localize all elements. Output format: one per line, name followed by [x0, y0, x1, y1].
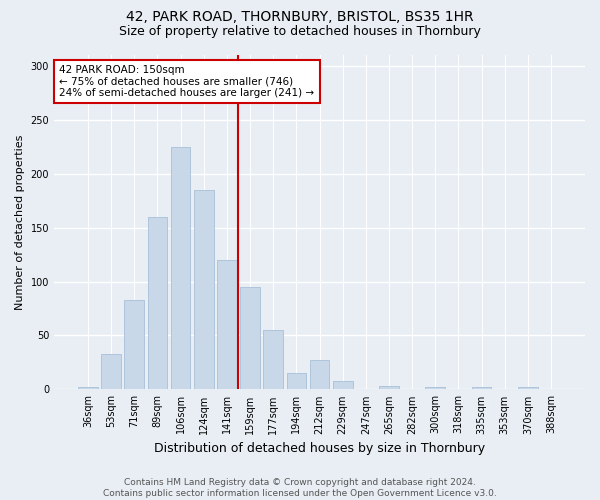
Bar: [124, 300, 144, 390]
Bar: [518, 388, 538, 390]
Text: 42 PARK ROAD: 150sqm
← 75% of detached houses are smaller (746)
24% of semi-deta: 42 PARK ROAD: 150sqm ← 75% of detached h…: [59, 65, 314, 98]
Bar: [78, 388, 98, 390]
Bar: [263, 330, 283, 390]
Bar: [217, 260, 237, 390]
Bar: [171, 146, 190, 390]
Bar: [240, 287, 260, 390]
Text: Contains HM Land Registry data © Crown copyright and database right 2024.
Contai: Contains HM Land Registry data © Crown c…: [103, 478, 497, 498]
Bar: [101, 354, 121, 390]
Bar: [472, 388, 491, 390]
Bar: [425, 388, 445, 390]
Text: 42, PARK ROAD, THORNBURY, BRISTOL, BS35 1HR: 42, PARK ROAD, THORNBURY, BRISTOL, BS35 …: [126, 10, 474, 24]
Bar: [310, 360, 329, 390]
Y-axis label: Number of detached properties: Number of detached properties: [15, 134, 25, 310]
Bar: [194, 190, 214, 390]
X-axis label: Distribution of detached houses by size in Thornbury: Distribution of detached houses by size …: [154, 442, 485, 455]
Bar: [379, 386, 399, 390]
Bar: [333, 381, 353, 390]
Text: Size of property relative to detached houses in Thornbury: Size of property relative to detached ho…: [119, 25, 481, 38]
Bar: [287, 373, 306, 390]
Bar: [148, 217, 167, 390]
